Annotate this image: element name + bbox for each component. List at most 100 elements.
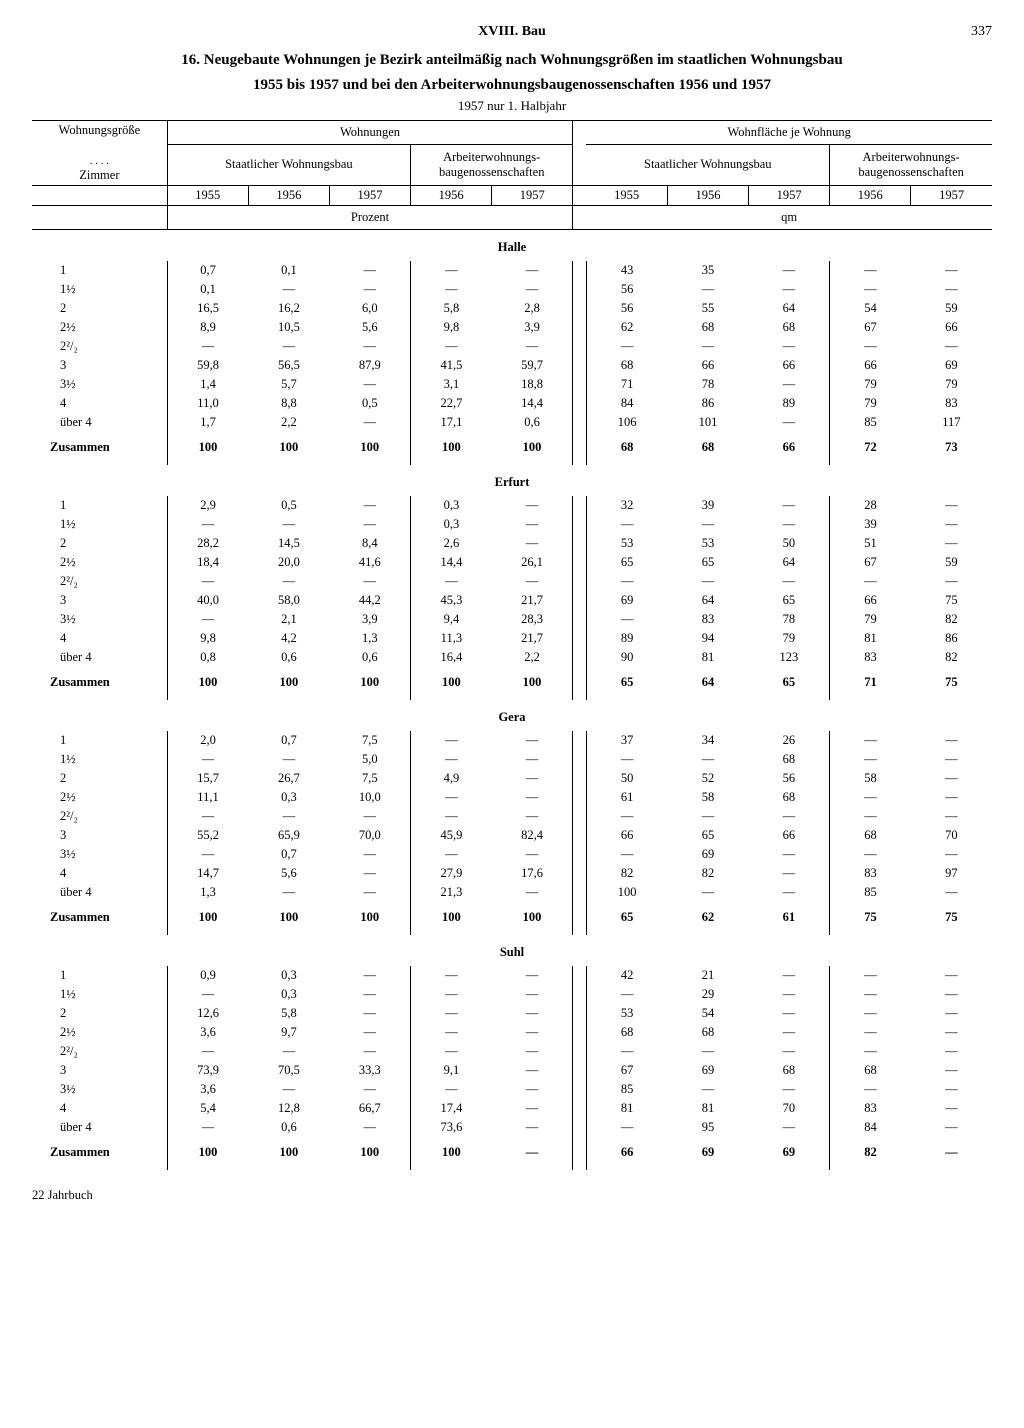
data-cell: — [586,610,667,629]
data-cell: 29 [667,985,748,1004]
data-cell: — [329,572,410,591]
data-cell: — [248,572,329,591]
data-cell: 100 [492,432,573,465]
data-cell: — [830,985,911,1004]
data-cell: 117 [911,413,992,432]
data-cell: — [586,572,667,591]
data-cell: — [411,750,492,769]
data-cell: 4,9 [411,769,492,788]
row-label: 2 [32,299,167,318]
data-cell: 5,8 [411,299,492,318]
data-cell: — [830,1023,911,1042]
data-cell: — [911,1004,992,1023]
row-label: 3 [32,1061,167,1080]
data-cell: — [329,515,410,534]
data-cell: — [329,375,410,394]
data-cell: 56,5 [248,356,329,375]
data-cell: 3,9 [492,318,573,337]
data-cell: 56 [749,769,830,788]
data-cell: 15,7 [167,769,248,788]
data-cell: 14,4 [492,394,573,413]
data-cell: — [492,261,573,280]
data-table: Wohnungsgröße . . . . Zimmer Wohnungen W… [32,120,992,1170]
data-cell: 9,4 [411,610,492,629]
data-cell: 65 [749,667,830,700]
data-cell: 28,3 [492,610,573,629]
data-cell: 41,6 [329,553,410,572]
data-cell: 51 [830,534,911,553]
data-cell: 53 [586,534,667,553]
data-cell: 78 [749,610,830,629]
data-cell: 68 [586,432,667,465]
data-cell: 68 [667,1023,748,1042]
data-cell: 21,7 [492,591,573,610]
region-header: Halle [32,230,992,262]
data-cell: — [749,337,830,356]
data-cell: 0,7 [248,845,329,864]
data-cell: 21,3 [411,883,492,902]
data-cell: 37 [586,731,667,750]
year-col: 1955 [586,186,667,206]
data-cell: 18,8 [492,375,573,394]
table-title-line2: 1955 bis 1957 und bei den Arbeiterwohnun… [32,75,992,96]
data-cell: 79 [830,610,911,629]
year-col: 1956 [667,186,748,206]
data-cell: — [749,413,830,432]
row-label: 1 [32,261,167,280]
data-cell: — [329,337,410,356]
data-cell: 50 [586,769,667,788]
data-cell: 8,8 [248,394,329,413]
data-cell: 27,9 [411,864,492,883]
data-cell: — [492,515,573,534]
data-cell: — [749,515,830,534]
data-cell: — [830,572,911,591]
data-cell: — [248,337,329,356]
data-cell: 10,0 [329,788,410,807]
data-cell: — [492,788,573,807]
data-cell: 5,4 [167,1099,248,1118]
data-cell: — [667,1080,748,1099]
data-cell: 65 [749,591,830,610]
data-cell: — [492,1061,573,1080]
data-cell: — [749,572,830,591]
data-cell: 3,6 [167,1023,248,1042]
data-cell: 123 [749,648,830,667]
col-header-size: Wohnungsgröße . . . . Zimmer [32,121,167,186]
year-col: 1957 [749,186,830,206]
data-cell: — [667,280,748,299]
data-cell: — [492,1023,573,1042]
data-cell: — [586,1042,667,1061]
row-label: 3 [32,826,167,845]
data-cell: 72 [830,432,911,465]
data-cell: — [411,845,492,864]
data-cell: 100 [248,1137,329,1170]
data-cell: 100 [586,883,667,902]
col-header-staat-1: Staatlicher Wohnungsbau [167,144,410,185]
data-cell: 16,2 [248,299,329,318]
data-cell: 26 [749,731,830,750]
data-cell: 79 [830,375,911,394]
col-header-awg-2: Arbeiterwohnungs- baugenossenschaften [830,144,992,185]
data-cell: 79 [830,394,911,413]
data-cell: — [167,1118,248,1137]
data-cell: — [749,966,830,985]
row-label: 2½ [32,553,167,572]
data-cell: 81 [667,648,748,667]
data-cell: 56 [586,299,667,318]
data-cell: 82,4 [492,826,573,845]
unit-qm: qm [586,206,992,230]
data-cell: — [830,966,911,985]
data-cell: — [329,1080,410,1099]
data-cell: 3,1 [411,375,492,394]
data-cell: 1,3 [167,883,248,902]
data-cell: 68 [749,788,830,807]
data-cell: 75 [911,667,992,700]
data-cell: 55,2 [167,826,248,845]
data-cell: — [749,280,830,299]
data-cell: — [248,515,329,534]
data-cell: — [830,280,911,299]
data-cell: 94 [667,629,748,648]
data-cell: 65 [667,553,748,572]
region-header: Gera [32,700,992,731]
data-cell: 68 [586,356,667,375]
